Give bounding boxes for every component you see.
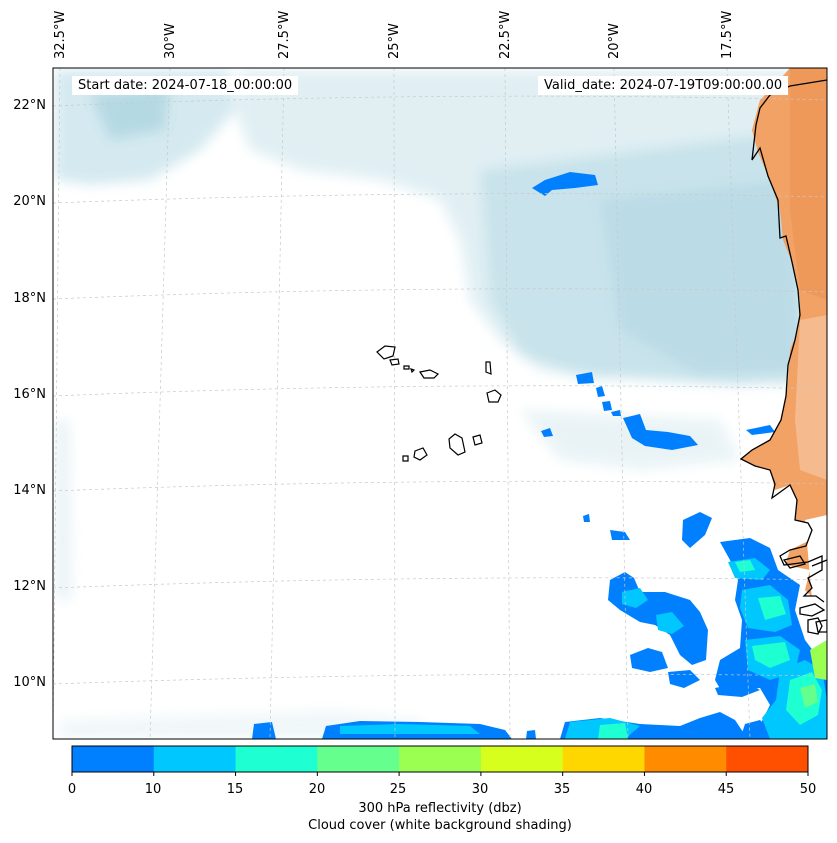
coastline xyxy=(739,79,827,635)
lat-label-16n: 16°N xyxy=(13,387,46,402)
colorbar-tick-15: 15 xyxy=(226,782,244,797)
cape-verde-islands xyxy=(376,345,502,462)
lat-label-18n: 18°N xyxy=(13,291,46,306)
colorbar-swatch xyxy=(399,746,482,772)
colorbar-tick-35: 35 xyxy=(553,782,571,797)
lat-label-10n: 10°N xyxy=(13,675,46,690)
lon-label-25w: 25°W xyxy=(387,23,402,59)
lat-label-14n: 14°N xyxy=(13,483,46,498)
map-gridlines xyxy=(53,68,827,739)
lon-label-20w: 20°W xyxy=(607,23,622,59)
lon-label-30w: 30°W xyxy=(163,23,178,59)
colorbar-tick-45: 45 xyxy=(717,782,735,797)
lon-label-17-5w: 17.5°W xyxy=(720,10,735,59)
africa-landmass xyxy=(741,68,827,600)
colorbar-swatch xyxy=(317,746,400,772)
reflectivity-contours xyxy=(252,172,827,739)
colorbar-swatch xyxy=(644,746,727,772)
colorbar-tick-25: 25 xyxy=(389,782,407,797)
colorbar-tick-50: 50 xyxy=(799,782,817,797)
colorbar-tick-40: 40 xyxy=(635,782,653,797)
lat-label-22n: 22°N xyxy=(13,98,46,113)
valid-date-label: Valid_date: 2024-07-19T09:00:00.00 xyxy=(538,76,789,95)
lon-label-27-5w: 27.5°W xyxy=(277,10,292,59)
colorbar xyxy=(72,746,809,772)
colorbar-swatch xyxy=(235,746,318,772)
colorbar-tick-30: 30 xyxy=(471,782,489,797)
colorbar-title: 300 hPa reflectivity (dbz) xyxy=(358,801,522,816)
colorbar-swatch xyxy=(153,746,237,772)
start-date-label: Start date: 2024-07-18_00:00:00 xyxy=(72,76,299,95)
colorbar-tick-10: 10 xyxy=(144,782,162,797)
colorbar-tick-marks xyxy=(71,772,809,776)
colorbar-swatch xyxy=(480,746,564,772)
colorbar-frame xyxy=(71,745,809,773)
colorbar-swatch xyxy=(726,746,809,772)
colorbar-swatch xyxy=(72,746,155,772)
cloud-cover-shading xyxy=(55,70,827,739)
lon-label-32-5w: 32.5°W xyxy=(53,10,68,59)
colorbar-tick-20: 20 xyxy=(308,782,326,797)
lon-label-22-5w: 22.5°W xyxy=(498,10,513,59)
colorbar-tick-0: 0 xyxy=(67,782,77,797)
lat-label-12n: 12°N xyxy=(13,579,46,594)
map-frame xyxy=(52,67,828,740)
colorbar-subtitle: Cloud cover (white background shading) xyxy=(308,818,572,833)
colorbar-swatch xyxy=(562,746,645,772)
lat-label-20n: 20°N xyxy=(13,194,46,209)
